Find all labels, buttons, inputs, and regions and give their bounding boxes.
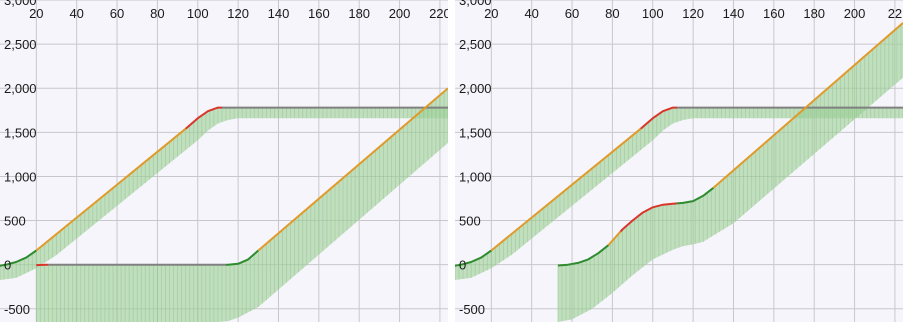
y-tick-label: 2,000 xyxy=(4,81,37,96)
y-tick-label: -500 xyxy=(4,302,30,317)
plot-background xyxy=(455,0,903,322)
profile-0-decel-segment xyxy=(185,106,222,130)
x-tick-label: 40 xyxy=(524,6,538,21)
x-tick-label: 200 xyxy=(389,6,411,21)
profile-0-accel-segment xyxy=(0,249,37,267)
chart-panel-right: 20 40 60 80 100 120 140 160 180 200 22 3,000 2,500 2,… xyxy=(455,0,903,322)
x-tick-label: 60 xyxy=(565,6,579,21)
y-tick-label: 1,000 xyxy=(459,169,492,184)
y-tick-label: 500 xyxy=(4,214,26,229)
y-tick-label: 0 xyxy=(4,258,11,273)
x-tick-label: 80 xyxy=(150,6,164,21)
profile-1-linear-segment xyxy=(607,230,622,246)
y-tick-label: 3,000 xyxy=(4,0,37,8)
x-tick-label: 180 xyxy=(803,6,825,21)
profile-1-accel-segment xyxy=(676,187,714,205)
x-tick-label: 200 xyxy=(844,6,866,21)
x-tick-label: 22 xyxy=(888,6,902,21)
profile-1-linear-segment xyxy=(712,22,903,189)
x-tick-label: 220 xyxy=(429,6,448,21)
profile-0-decel-segment xyxy=(640,106,677,130)
profile-0-linear-segment xyxy=(35,127,187,252)
y-tick-label: 2,000 xyxy=(459,81,492,96)
y-tick-label: 1,000 xyxy=(4,169,37,184)
x-tick-label: 160 xyxy=(763,6,785,21)
y-tick-label: 1,500 xyxy=(459,125,492,140)
x-tick-label: 120 xyxy=(227,6,249,21)
profile-1-linear-segment xyxy=(257,87,448,252)
y-tick-label: 0 xyxy=(459,258,466,273)
y-tick-label: 1,500 xyxy=(4,125,37,140)
x-tick-label: 140 xyxy=(723,6,745,21)
x-tick-label: 160 xyxy=(308,6,330,21)
x-tick-label: 100 xyxy=(642,6,664,21)
x-tick-label: 140 xyxy=(268,6,290,21)
profile-1-decel-segment xyxy=(619,202,678,233)
x-tick-label: 60 xyxy=(110,6,124,21)
x-tick-label: 20 xyxy=(484,6,498,21)
x-tick-label: 120 xyxy=(682,6,704,21)
y-tick-label: 3,000 xyxy=(459,0,492,8)
x-tick-label: 20 xyxy=(29,6,43,21)
profile-0-accel-segment xyxy=(455,249,492,267)
x-tick-label: 40 xyxy=(69,6,83,21)
x-tick-label: 100 xyxy=(187,6,209,21)
profile-1-accel-segment xyxy=(226,249,259,266)
profile-0-linear-segment xyxy=(490,127,642,252)
y-tick-label: -500 xyxy=(459,302,485,317)
x-tick-label: 180 xyxy=(348,6,370,21)
tolerance-band-1 xyxy=(557,22,903,322)
y-tick-label: 500 xyxy=(459,214,481,229)
y-tick-label: 2,500 xyxy=(459,37,492,52)
profile-1-accel-segment xyxy=(557,244,610,267)
chart-panel-left: 20 40 60 80 100 120 140 160 180 200 220 3,000 2,500 2… xyxy=(0,0,448,322)
y-tick-label: 2,500 xyxy=(4,37,37,52)
x-tick-label: 80 xyxy=(605,6,619,21)
